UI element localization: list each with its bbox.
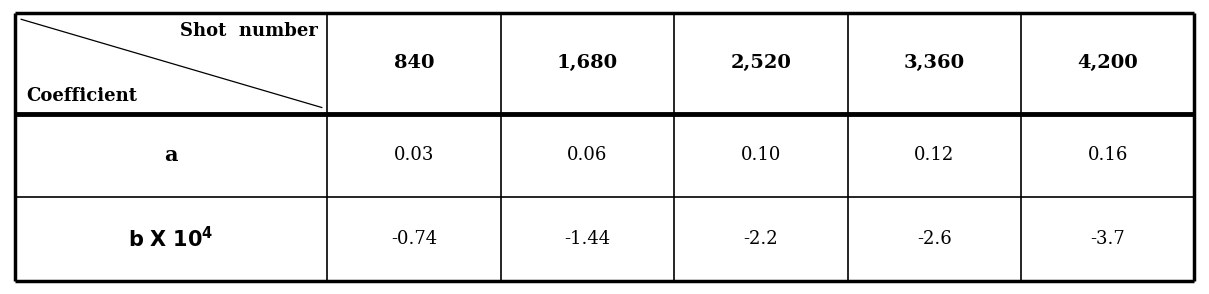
Text: Coefficient: Coefficient [27,87,138,105]
Text: -1.44: -1.44 [565,230,611,248]
Text: 0.03: 0.03 [394,146,434,164]
Text: $\mathbf{b\ X\ 10}^{\mathbf{4}}$: $\mathbf{b\ X\ 10}^{\mathbf{4}}$ [128,226,214,252]
Text: 0.06: 0.06 [567,146,608,164]
Text: 0.12: 0.12 [914,146,954,164]
Text: 0.10: 0.10 [741,146,781,164]
Text: 2,520: 2,520 [730,54,791,72]
Text: a: a [164,145,178,165]
Text: 1,680: 1,680 [557,54,618,72]
Text: -2.2: -2.2 [744,230,779,248]
Text: Shot  number: Shot number [180,22,318,40]
Text: -2.6: -2.6 [916,230,951,248]
Text: -0.74: -0.74 [391,230,436,248]
Text: 3,360: 3,360 [904,54,965,72]
Text: 840: 840 [394,54,434,72]
Text: -3.7: -3.7 [1091,230,1126,248]
Text: 0.16: 0.16 [1088,146,1128,164]
Text: 4,200: 4,200 [1077,54,1138,72]
